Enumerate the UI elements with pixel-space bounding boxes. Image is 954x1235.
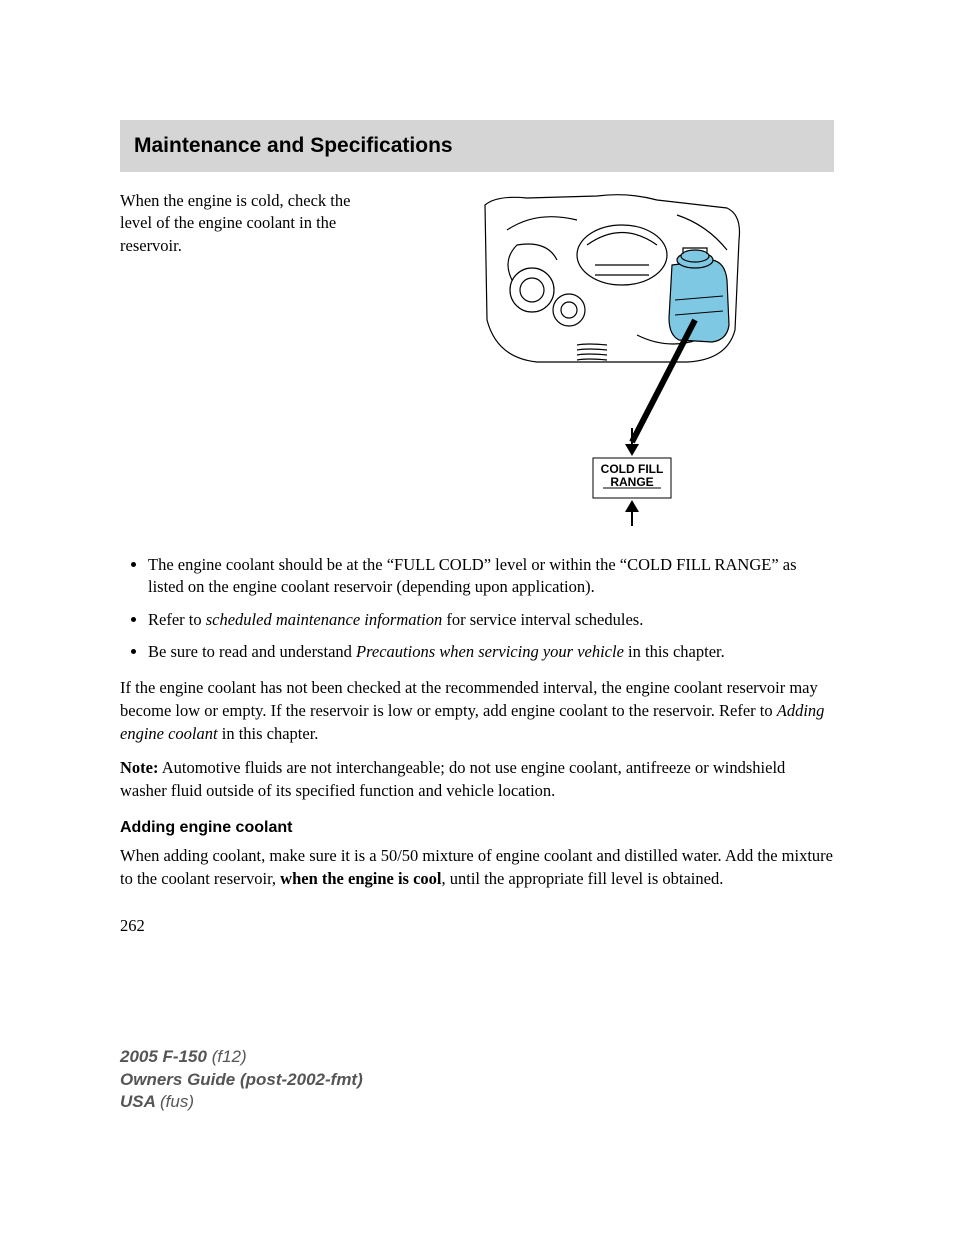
document-footer: 2005 F-150 (f12) Owners Guide (post-2002… (120, 1046, 834, 1112)
note-text: Automotive fluids are not interchangeabl… (120, 758, 785, 800)
section-title: Maintenance and Specifications (134, 134, 820, 158)
footer-line-2: Owners Guide (post-2002-fmt) (120, 1069, 834, 1091)
footer-line-3: USA (fus) (120, 1091, 834, 1113)
footer-region: USA (120, 1092, 160, 1111)
adding-coolant-paragraph: When adding coolant, make sure it is a 5… (120, 845, 834, 891)
subheading-adding-coolant: Adding engine coolant (120, 819, 834, 837)
page-number: 262 (120, 916, 834, 936)
bullet-text-italic: scheduled maintenance information (206, 610, 442, 629)
bullet-list: The engine coolant should be at the “FUL… (120, 554, 834, 663)
footer-model: 2005 F-150 (120, 1047, 212, 1066)
bullet-text-post: for service interval schedules. (442, 610, 643, 629)
intro-paragraph: When the engine is cold, check the level… (120, 190, 370, 530)
para-post: in this chapter. (218, 724, 319, 743)
note-paragraph: Note: Automotive fluids are not intercha… (120, 757, 834, 803)
bullet-text-pre: Refer to (148, 610, 206, 629)
bullet-text-pre: Be sure to read and understand (148, 642, 356, 661)
list-item: Refer to scheduled maintenance informati… (148, 609, 834, 631)
bullet-text-post: in this chapter. (624, 642, 725, 661)
engine-coolant-diagram: COLD FILL RANGE (477, 190, 747, 530)
intro-and-diagram-row: When the engine is cold, check the level… (120, 190, 834, 530)
footer-line-1: 2005 F-150 (f12) (120, 1046, 834, 1068)
up-arrow-icon (625, 500, 639, 526)
para-bold: when the engine is cool (280, 869, 441, 888)
para-pre: If the engine coolant has not been check… (120, 678, 818, 720)
list-item: The engine coolant should be at the “FUL… (148, 554, 834, 599)
list-item: Be sure to read and understand Precautio… (148, 641, 834, 663)
document-page: Maintenance and Specifications When the … (0, 0, 954, 1173)
bullet-text-italic: Precautions when servicing your vehicle (356, 642, 624, 661)
callout-pointer-line (632, 320, 695, 442)
note-label: Note: (120, 758, 158, 777)
footer-code: (f12) (212, 1047, 247, 1066)
section-header-bar: Maintenance and Specifications (120, 120, 834, 172)
coolant-check-paragraph: If the engine coolant has not been check… (120, 677, 834, 745)
bullet-text: The engine coolant should be at the “FUL… (148, 555, 797, 596)
label-line2: RANGE (610, 475, 653, 489)
footer-region-code: (fus) (160, 1092, 194, 1111)
label-line1: COLD FILL (601, 462, 664, 476)
coolant-reservoir-icon (669, 248, 729, 342)
engine-diagram-container: COLD FILL RANGE (390, 190, 834, 530)
para-post: , until the appropriate fill level is ob… (442, 869, 724, 888)
